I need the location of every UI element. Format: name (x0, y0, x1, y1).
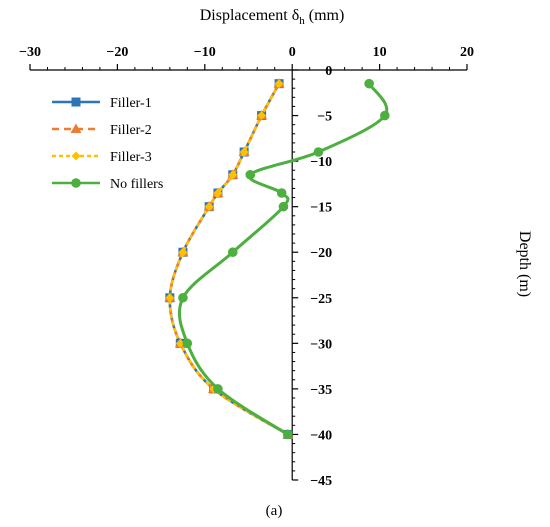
legend-entry: No fillers (52, 177, 163, 192)
series-filler-2 (164, 78, 294, 439)
legend-entry: Filler-2 (52, 123, 152, 138)
x-axis-title: Displacement δh (mm) (200, 7, 345, 27)
x-axis-title-subscript: h (299, 15, 305, 27)
data-point (274, 79, 284, 89)
legend-marker (71, 97, 81, 107)
y-tick-label: −20 (310, 246, 332, 261)
y-tick-label: −45 (310, 474, 332, 489)
series-no-fillers (177, 78, 390, 440)
legend-marker (71, 178, 81, 188)
series-line (177, 82, 389, 436)
data-point (257, 111, 267, 121)
series-line (168, 83, 289, 436)
series-filler-1 (165, 79, 293, 439)
data-point (239, 147, 249, 157)
legend-entry: Filler-3 (52, 150, 152, 165)
x-tick-labels: −30 −20 −10 0 10 20 (19, 45, 474, 60)
legend: Filler-1 Filler-2 Filler-3 No fillers (52, 96, 163, 192)
data-point (178, 247, 188, 257)
y-tick-label: 0 (325, 64, 332, 79)
x-tick-label: −20 (106, 45, 128, 60)
y-tick-label: −15 (310, 201, 332, 216)
data-point (165, 293, 175, 303)
data-point (364, 78, 374, 89)
y-tick-label: −10 (310, 155, 332, 170)
data-point (313, 147, 324, 157)
data-point (276, 188, 287, 198)
data-point (245, 169, 256, 180)
data-point (175, 338, 185, 348)
x-axis-title-main: Displacement δ (200, 7, 300, 24)
legend-label: Filler-1 (110, 96, 152, 111)
x-tick-label: 20 (460, 45, 474, 60)
series-layer (164, 78, 390, 440)
data-point (380, 110, 390, 121)
y-tick-label: −5 (317, 110, 332, 125)
x-axis-title-unit: (mm) (305, 7, 345, 24)
legend-marker (70, 123, 82, 133)
y-tick-labels: 0 −5 −10 −15 −20 −25 −30 −35 −40 −45 (310, 64, 332, 489)
data-point (213, 384, 223, 394)
y-axis-title: Depth (m) (516, 231, 533, 297)
legend-marker (71, 151, 81, 161)
y-tick-label: −35 (310, 383, 332, 398)
data-point (283, 429, 293, 440)
x-tick-label: 10 (373, 45, 387, 60)
legend-entry: Filler-1 (52, 96, 152, 111)
y-tick-label: −25 (310, 292, 332, 307)
x-tick-label: −30 (19, 45, 41, 60)
series-line (168, 83, 289, 436)
data-point (204, 202, 214, 212)
data-point (182, 338, 193, 349)
data-point (228, 170, 238, 180)
y-tick-label: −30 (310, 337, 332, 352)
legend-label: Filler-3 (110, 150, 152, 165)
figure-caption: (a) (266, 503, 283, 519)
axes (29, 64, 468, 481)
data-point (213, 188, 223, 198)
data-point (278, 201, 289, 212)
legend-label: No fillers (110, 177, 163, 192)
legend-label: Filler-2 (110, 123, 152, 138)
data-point (227, 247, 238, 258)
y-tick-label: −40 (310, 428, 332, 443)
data-point (178, 292, 188, 303)
series-filler-3 (165, 79, 293, 439)
x-tick-label: 0 (289, 45, 296, 60)
series-line (168, 83, 289, 436)
x-tick-label: −10 (194, 45, 216, 60)
